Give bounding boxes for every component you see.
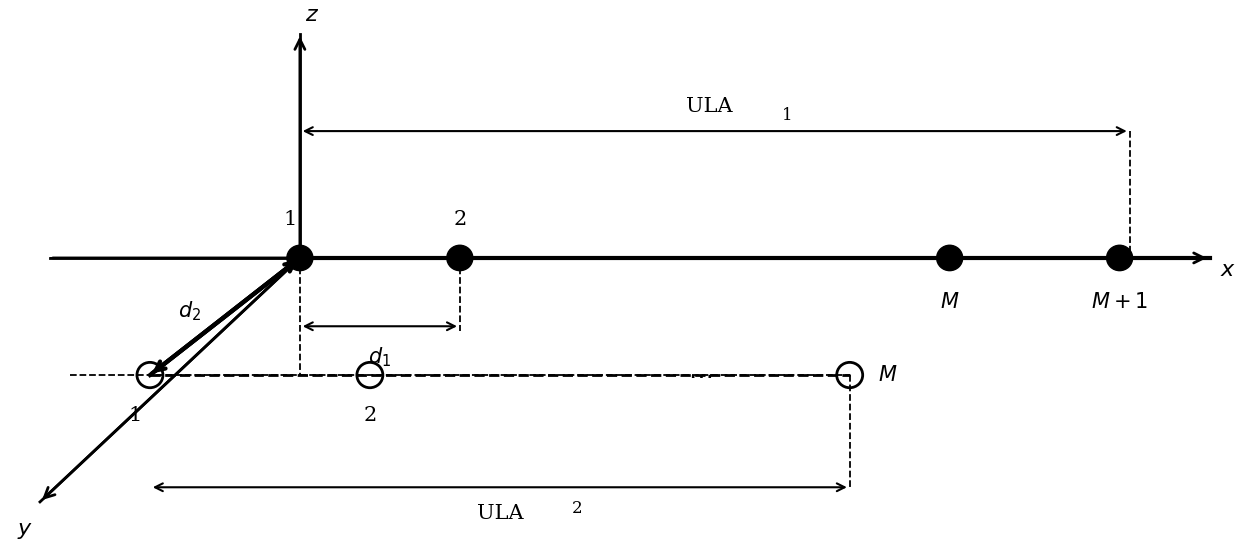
- Text: $d_1$: $d_1$: [368, 346, 392, 370]
- Text: 2: 2: [453, 210, 466, 229]
- Text: $x$: $x$: [1220, 259, 1235, 281]
- Text: $\cdots$: $\cdots$: [708, 246, 732, 269]
- Text: $y$: $y$: [17, 519, 33, 542]
- Text: 2: 2: [572, 500, 583, 517]
- Text: ULA: ULA: [687, 97, 733, 116]
- Circle shape: [286, 245, 312, 271]
- Text: 1: 1: [283, 210, 296, 229]
- Circle shape: [936, 245, 962, 271]
- Text: $M+1$: $M+1$: [1091, 292, 1148, 312]
- Text: 1: 1: [128, 406, 141, 425]
- Text: 1: 1: [781, 107, 792, 124]
- Text: 2: 2: [363, 406, 377, 425]
- Circle shape: [446, 245, 472, 271]
- Text: $M$: $M$: [940, 292, 960, 312]
- Text: $\cdots$: $\cdots$: [688, 364, 712, 387]
- Text: $z$: $z$: [305, 4, 319, 26]
- Text: $d_2$: $d_2$: [179, 300, 201, 323]
- Circle shape: [1106, 245, 1132, 271]
- Text: ULA: ULA: [476, 504, 523, 523]
- Text: $M$: $M$: [878, 365, 898, 385]
